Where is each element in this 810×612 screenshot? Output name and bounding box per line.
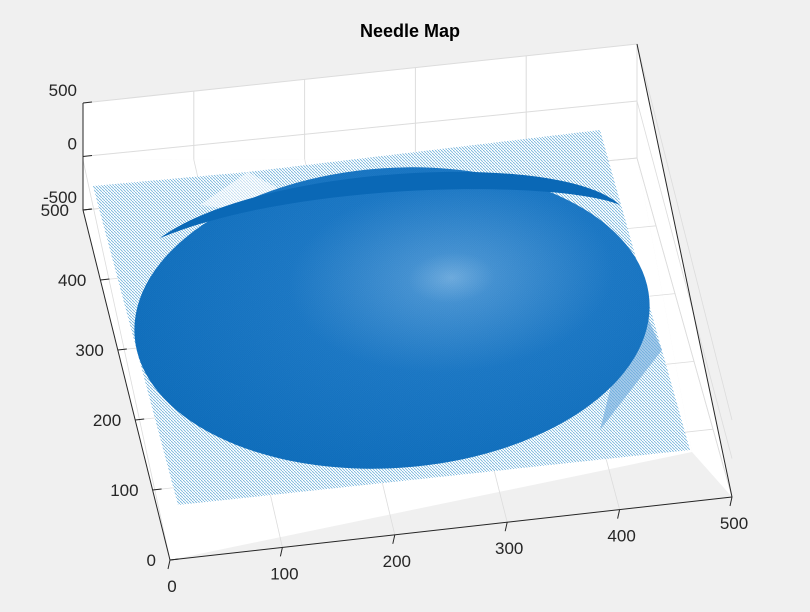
z-tick-label-1: 0 [68, 135, 77, 154]
axis-lines [82, 43, 733, 561]
grid-line-back-z-1 [82, 100, 638, 157]
x-axis-line [169, 496, 733, 561]
y-tick-mark-3 [117, 348, 127, 351]
needle-fold-right [600, 300, 662, 430]
y-tick-mark-0 [169, 558, 180, 561]
y-tick-mark-4 [100, 278, 110, 281]
y-tick-mark-1 [152, 488, 162, 491]
x-tick-mark-0 [167, 559, 171, 570]
z-tick-label-2: 500 [49, 81, 77, 100]
y-axis-line [82, 209, 171, 561]
sphere-rim-top [160, 171, 620, 238]
z-tick-labels: -500 0 500 [43, 81, 77, 207]
x-tick-label-3: 300 [495, 539, 523, 558]
x-tick-mark-1 [279, 547, 283, 557]
y-tick-label-2: 200 [93, 411, 121, 430]
z-tick-mark-0 [82, 208, 93, 211]
sphere-needles-texture [134, 167, 650, 469]
y-tick-label-4: 400 [58, 271, 86, 290]
y-tick-label-5: 500 [41, 201, 69, 220]
y-tick-labels: 0 100 200 300 400 500 [41, 201, 156, 570]
chart-title: Needle Map [360, 21, 460, 41]
right-axis-line [636, 43, 733, 498]
x-tick-mark-5 [729, 496, 733, 507]
z-tick-mark-2 [82, 101, 93, 104]
x-tick-label-1: 100 [270, 564, 298, 583]
y-tick-label-3: 300 [75, 341, 103, 360]
grid-line-back-z-2 [82, 43, 638, 104]
tick-marks [82, 101, 733, 570]
grid-line-right-z-2 [636, 43, 733, 421]
y-tick-label-1: 100 [110, 481, 138, 500]
z-tick-label-0: -500 [43, 188, 77, 207]
z-tick-mark-1 [82, 155, 93, 157]
y-tick-label-0: 0 [147, 551, 156, 570]
back-wall-left [83, 44, 637, 160]
y-tick-mark-2 [135, 418, 145, 421]
grid-line-floor-x-0 [82, 159, 171, 561]
grid-line-right-z-1 [636, 100, 733, 459]
x-tick-label-2: 200 [383, 552, 411, 571]
x-tick-mark-2 [392, 534, 396, 544]
x-tick-mark-3 [504, 522, 508, 532]
x-tick-label-4: 400 [607, 527, 635, 546]
x-tick-labels: 0 100 200 300 400 500 [167, 514, 748, 596]
x-tick-label-5: 500 [720, 514, 748, 533]
x-tick-mark-4 [617, 509, 621, 519]
x-tick-label-0: 0 [167, 577, 176, 596]
grid-line-right-z-0 [636, 157, 733, 498]
needle-surface [93, 130, 690, 505]
